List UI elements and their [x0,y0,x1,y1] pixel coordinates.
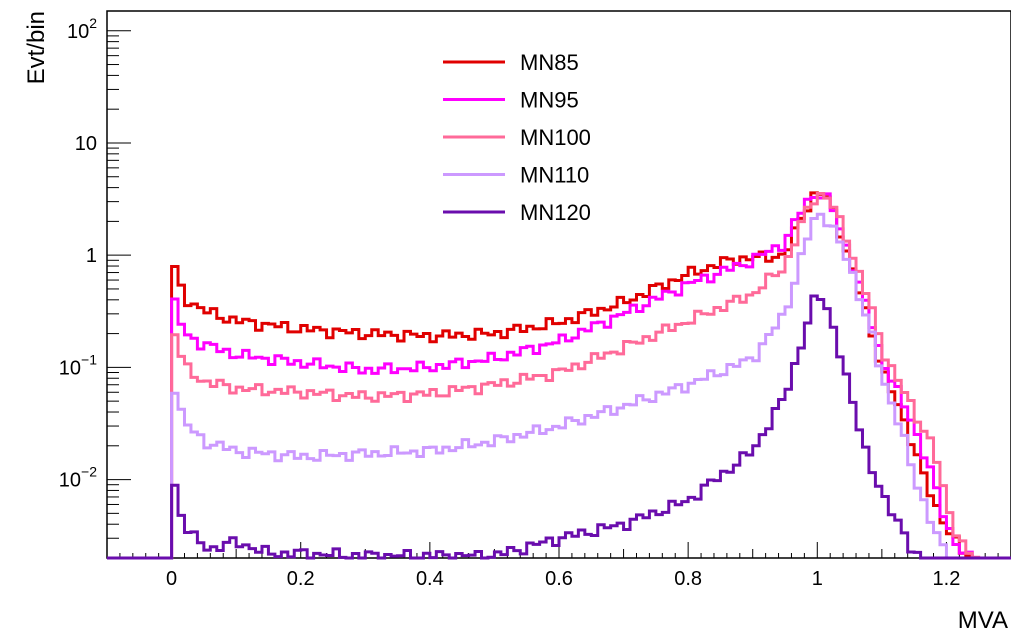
x-tick-label: 1.2 [933,568,961,590]
x-tick-label: 0 [166,568,177,590]
y-tick-label: 102 [67,15,97,43]
legend-label: MN120 [520,200,591,225]
legend-label: MN110 [520,163,589,188]
legend-label: MN100 [520,125,591,150]
y-tick-label: 10−1 [59,351,97,379]
legend-label: MN85 [520,50,579,75]
x-tick-label: 0.8 [674,568,702,590]
y-axis-ticks: 10−2 10−1 1 10 102 [59,15,131,559]
series-line-MN85 [107,191,1011,560]
x-tick-label: 0.6 [545,568,573,590]
y-tick-label: 10 [75,133,97,155]
x-tick-label: 1 [812,568,823,590]
x-tick-label: 0.2 [287,568,315,590]
legend: MN85 MN95 MN100 MN110 MN120 [443,50,591,225]
series-line-MN120 [107,294,1011,560]
y-tick-label: 1 [86,245,97,267]
legend-label: MN95 [520,88,579,113]
x-tick-label: 0.4 [416,568,444,590]
series-line-MN100 [107,192,1011,560]
series-line-MN110 [107,212,1011,560]
x-axis-title: MVA [958,607,1008,633]
y-axis-title: Evt/bin [23,11,50,84]
y-tick-label: 10−2 [59,464,97,492]
series-layer [107,191,1011,560]
series-line-MN95 [107,192,1011,560]
